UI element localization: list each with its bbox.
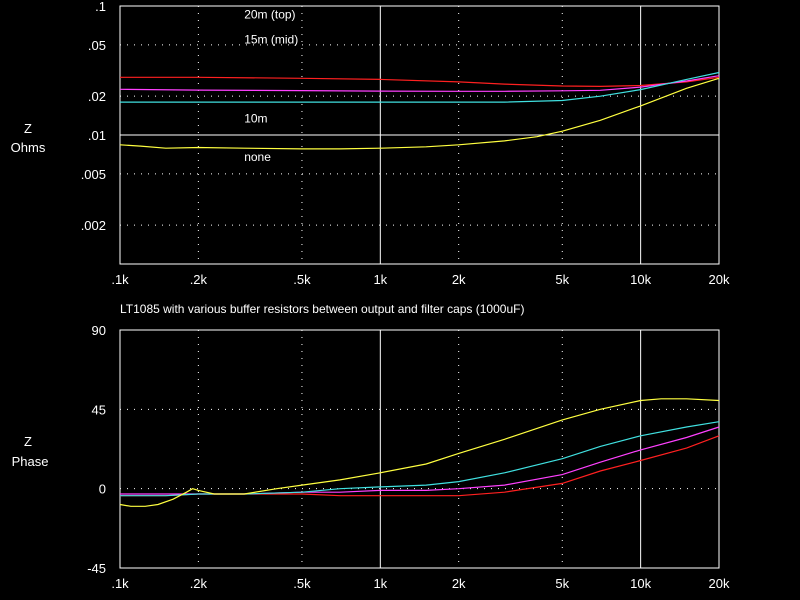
x-tick-label: 20k xyxy=(709,576,730,591)
y-tick-label: .005 xyxy=(81,167,106,182)
x-tick-label: .1k xyxy=(111,576,129,591)
magnitude-ylabel-line2: Ohms xyxy=(11,140,46,155)
phase-ylabel-line1: Z xyxy=(24,434,32,449)
x-tick-label: 2k xyxy=(452,576,466,591)
y-tick-label: .1 xyxy=(95,0,106,14)
series-annotation: 10m xyxy=(244,111,267,125)
series-line-4 xyxy=(119,398,720,507)
x-tick-label: .1k xyxy=(111,272,129,287)
x-tick-label: 10k xyxy=(630,272,651,287)
x-tick-label: 1k xyxy=(373,576,387,591)
y-tick-label: 45 xyxy=(92,402,106,417)
plot-frame xyxy=(119,329,720,569)
series-annotation: none xyxy=(244,150,271,164)
x-tick-label: 5k xyxy=(555,576,569,591)
series-annotation: 20m (top) xyxy=(244,8,295,22)
y-tick-label: .05 xyxy=(88,38,106,53)
y-tick-label: 90 xyxy=(92,323,106,338)
x-tick-label: .2k xyxy=(190,576,208,591)
magnitude-ylabel-line1: Z xyxy=(24,121,32,136)
x-tick-label: .5k xyxy=(293,576,311,591)
y-tick-label: 0 xyxy=(99,482,106,497)
x-tick-label: 20k xyxy=(709,272,730,287)
phase-ylabel-line2: Phase xyxy=(12,454,49,469)
phase-plot-title: LT1085 with various buffer resistors bet… xyxy=(120,302,524,316)
y-tick-label: -45 xyxy=(87,561,106,576)
series-line-4 xyxy=(119,77,720,150)
series-annotation: 15m (mid) xyxy=(244,33,298,47)
series-line-3 xyxy=(120,71,720,103)
x-tick-label: 10k xyxy=(630,576,651,591)
x-tick-label: 2k xyxy=(452,272,466,287)
y-tick-label: .02 xyxy=(88,89,106,104)
series-line-2 xyxy=(119,75,720,92)
series-line-1 xyxy=(120,76,720,88)
x-tick-label: .5k xyxy=(293,272,311,287)
x-tick-label: .2k xyxy=(190,272,208,287)
x-tick-label: 1k xyxy=(373,272,387,287)
x-tick-label: 5k xyxy=(555,272,569,287)
phase-plot: Z Phase .1k .2k .5k 1k 2k 5k 10k 20k 90 45 0 -45 xyxy=(12,323,730,591)
y-tick-label: .002 xyxy=(81,218,106,233)
y-tick-label: .01 xyxy=(88,128,106,143)
magnitude-plot: Z Ohms .1k .2k .5k 1k 2k 5k 10k 20k .1 .05 .02 .01.… xyxy=(11,0,730,287)
